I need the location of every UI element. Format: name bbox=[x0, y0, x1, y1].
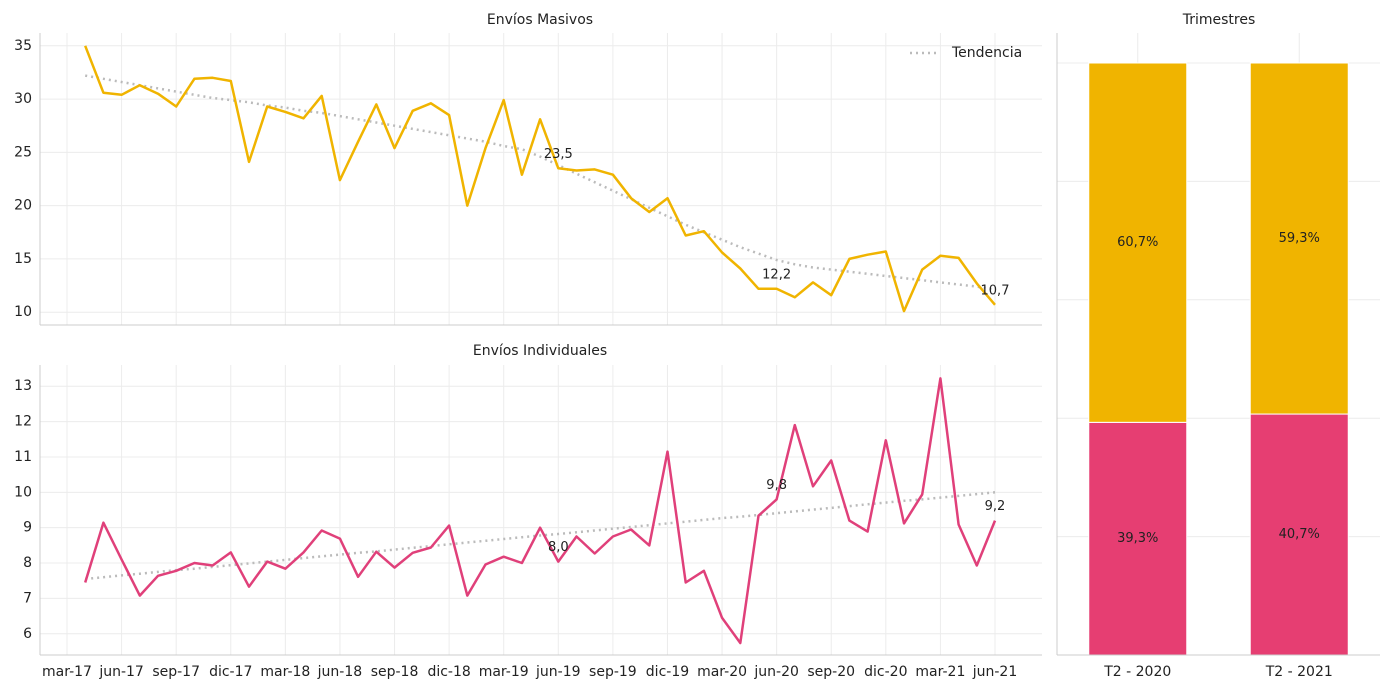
chart-title: Envíos Masivos bbox=[487, 12, 593, 28]
x-tick-label: jun-18 bbox=[317, 664, 363, 680]
y-tick-label: 10 bbox=[14, 484, 32, 500]
y-tick-label: 6 bbox=[23, 626, 32, 642]
x-tick-label: sep-18 bbox=[371, 664, 419, 680]
chart-title: Trimestres bbox=[1182, 12, 1256, 28]
x-tick-label: mar-20 bbox=[697, 664, 747, 680]
x-tick-label: mar-17 bbox=[42, 664, 92, 680]
x-tick-label: T2 - 2021 bbox=[1265, 664, 1333, 680]
data-label: 40,7% bbox=[1279, 527, 1320, 542]
x-tick-label: jun-20 bbox=[753, 664, 799, 680]
chart-title: Envíos Individuales bbox=[473, 343, 607, 359]
data-label: 23,5 bbox=[544, 147, 573, 162]
y-tick-label: 13 bbox=[14, 378, 32, 394]
data-label: 10,7 bbox=[981, 283, 1010, 298]
trend-line bbox=[85, 491, 996, 581]
x-tick-label: dic-18 bbox=[427, 664, 470, 680]
bar-segment bbox=[1249, 62, 1349, 415]
data-label: 9,2 bbox=[985, 499, 1006, 514]
x-tick-label: jun-21 bbox=[972, 664, 1018, 680]
y-tick-label: 7 bbox=[23, 590, 32, 606]
data-label: 39,3% bbox=[1117, 531, 1158, 546]
x-tick-label: dic-20 bbox=[864, 664, 907, 680]
x-tick-label: sep-17 bbox=[152, 664, 200, 680]
x-tick-label: dic-19 bbox=[646, 664, 689, 680]
x-tick-label: sep-20 bbox=[807, 664, 855, 680]
y-tick-label: 35 bbox=[14, 38, 32, 54]
y-tick-label: 20 bbox=[14, 198, 32, 214]
x-tick-label: mar-18 bbox=[260, 664, 310, 680]
data-label: 59,3% bbox=[1279, 231, 1320, 246]
data-label: 9,8 bbox=[766, 478, 787, 493]
y-tick-label: 12 bbox=[14, 414, 32, 430]
x-tick-label: mar-21 bbox=[915, 664, 965, 680]
legend-label: Tendencia bbox=[951, 45, 1022, 61]
y-tick-label: 9 bbox=[23, 520, 32, 536]
x-tick-label: dic-17 bbox=[209, 664, 252, 680]
y-tick-label: 8 bbox=[23, 555, 32, 571]
data-label: 8,0 bbox=[548, 540, 569, 555]
x-tick-label: T2 - 2020 bbox=[1103, 664, 1171, 680]
data-label: 12,2 bbox=[762, 267, 791, 282]
y-tick-label: 11 bbox=[14, 449, 32, 465]
y-tick-label: 30 bbox=[14, 91, 32, 107]
x-tick-label: sep-19 bbox=[589, 664, 637, 680]
bar-segment bbox=[1249, 413, 1349, 656]
y-tick-label: 15 bbox=[14, 251, 32, 267]
x-tick-label: jun-17 bbox=[98, 664, 144, 680]
data-line bbox=[84, 377, 997, 645]
bar-segment bbox=[1088, 421, 1188, 656]
y-tick-label: 10 bbox=[14, 304, 32, 320]
data-line bbox=[84, 45, 996, 313]
y-tick-label: 25 bbox=[14, 144, 32, 160]
trend-line bbox=[84, 74, 996, 292]
x-tick-label: mar-19 bbox=[479, 664, 529, 680]
data-label: 60,7% bbox=[1117, 235, 1158, 250]
bar-segment bbox=[1088, 62, 1188, 423]
x-tick-label: jun-19 bbox=[535, 664, 581, 680]
